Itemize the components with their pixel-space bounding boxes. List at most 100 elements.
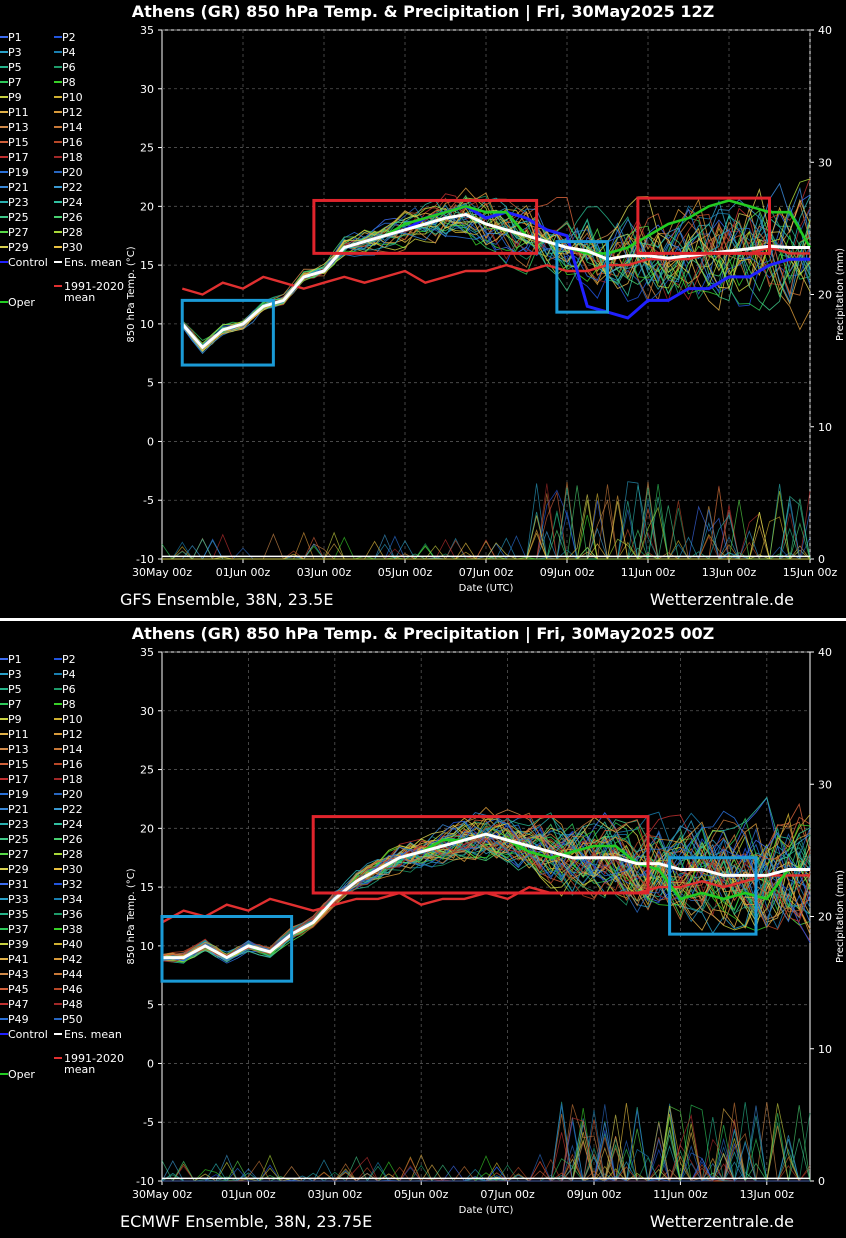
- legend-item: P23: [8, 818, 29, 831]
- member-precip-line: [162, 1117, 810, 1182]
- legend-item: P12: [62, 106, 83, 119]
- legend-item: P49: [8, 1013, 29, 1026]
- legend-item: P41: [8, 953, 29, 966]
- x-tick-label: 13Jun 00z: [740, 1188, 795, 1201]
- legend-item: P35: [8, 908, 29, 921]
- y-tick-label: 35: [140, 24, 154, 37]
- model-label: ECMWF Ensemble, 38N, 23.75E: [120, 1212, 373, 1231]
- x-tick-label: 30May 00z: [132, 1188, 192, 1201]
- legend-item: P29: [8, 241, 29, 254]
- legend-item: P19: [8, 166, 29, 179]
- member-precip-line: [162, 1119, 810, 1182]
- y2-tick-label: 20: [818, 289, 832, 302]
- member-precip-line: [162, 1113, 810, 1183]
- legend-item: P1: [8, 31, 22, 44]
- legend-item: P24: [62, 818, 83, 831]
- member-precip-line: [162, 1110, 810, 1182]
- member-precip-line: [162, 1103, 810, 1182]
- legend-item: P32: [62, 878, 83, 891]
- y-tick-label: -5: [143, 1116, 154, 1129]
- x-axis-label: Date (UTC): [459, 1205, 514, 1216]
- member-precip-line: [162, 1105, 811, 1182]
- member-line: [181, 208, 811, 346]
- legend-item: Oper: [8, 296, 35, 309]
- x-axis-label: Date (UTC): [459, 583, 514, 594]
- legend-item: P25: [8, 211, 29, 224]
- ecmwf-panel: Athens (GR) 850 hPa Temp. & Precipitatio…: [0, 622, 846, 1238]
- legend-item: P10: [62, 713, 83, 726]
- member-precip-line: [162, 1113, 810, 1182]
- legend-item: P30: [62, 863, 83, 876]
- legend-item: P19: [8, 788, 29, 801]
- ecmwf-chart: P1 P2 P3 P4 P5 P6 P7 P8 P9 P10 P11 P12 P13 P14 P15 P16 P…: [0, 646, 846, 1216]
- y-axis-label: 850 hPa Temp. (°C): [126, 246, 137, 342]
- legend-item: P44: [62, 968, 83, 981]
- x-tick-label: 07Jun 00z: [459, 566, 514, 579]
- legend-item: P20: [62, 788, 83, 801]
- legend-item: P22: [62, 181, 83, 194]
- legend-item: 1991-2020: [64, 280, 124, 293]
- member-precip-line: [162, 1112, 811, 1182]
- gfs-chart: P1 P2 P3 P4 P5 P6 P7 P8 P9 P10 P11 P12 P13 P14 P15 P16 P…: [0, 24, 846, 594]
- legend-item: Ens. mean: [64, 256, 122, 269]
- y-axis-label: 850 hPa Temp. (°C): [126, 868, 137, 964]
- x-tick-label: 15Jun 00z: [783, 566, 838, 579]
- legend-item: P18: [62, 151, 83, 164]
- legend-item: P9: [8, 91, 22, 104]
- legend-item: P50: [62, 1013, 83, 1026]
- x-tick-label: 11Jun 00z: [653, 1188, 708, 1201]
- highlight-box: [311, 815, 650, 895]
- x-tick-label: 13Jun 00z: [702, 566, 757, 579]
- member-precip-line: [162, 1138, 810, 1182]
- legend-item: P27: [8, 848, 29, 861]
- member-precip-line: [161, 1118, 810, 1182]
- y2-tick-label: 10: [818, 421, 832, 434]
- legend-item: P38: [62, 923, 83, 936]
- y-tick-label: 20: [140, 200, 154, 213]
- legend-item: P12: [62, 728, 83, 741]
- site-label: Wetterzentrale.de: [649, 590, 794, 609]
- legend-item: P9: [8, 713, 22, 726]
- legend-item: Control: [8, 256, 48, 269]
- x-tick-label: 01Jun 00z: [221, 1188, 276, 1201]
- member-precip-line: [162, 1101, 810, 1182]
- legend-item: P36: [62, 908, 83, 921]
- legend-item: P40: [62, 938, 83, 951]
- x-tick-label: 09Jun 00z: [540, 566, 595, 579]
- legend-item: P39: [8, 938, 29, 951]
- member-precip-line: [162, 1103, 810, 1182]
- legend-item: P29: [8, 863, 29, 876]
- member-line: [161, 818, 811, 963]
- legend-item: P23: [8, 196, 29, 209]
- member-precip-line: [162, 1102, 810, 1182]
- member-precip-line: [162, 1121, 810, 1182]
- y-tick-label: -10: [136, 553, 154, 566]
- member-precip-line: [162, 1105, 810, 1182]
- chart-title: Athens (GR) 850 hPa Temp. & Precipitatio…: [131, 624, 715, 643]
- member-precip-line: [162, 1119, 810, 1183]
- y-tick-label: 30: [140, 83, 154, 96]
- member-line: [161, 821, 811, 961]
- legend-item: P7: [8, 76, 22, 89]
- legend-item: P11: [8, 106, 29, 119]
- legend-item: P37: [8, 923, 29, 936]
- legend-item: 1991-2020: [64, 1052, 124, 1065]
- legend-item: P22: [62, 803, 83, 816]
- y-tick-label: 25: [140, 142, 154, 155]
- legend-item: mean: [64, 1063, 95, 1076]
- legend-item: P21: [8, 803, 29, 816]
- legend-item: P13: [8, 121, 29, 134]
- legend-item: P3: [8, 46, 22, 59]
- legend-item: P48: [62, 998, 83, 1011]
- member-precip-line: [162, 1102, 810, 1182]
- y-tick-label: 0: [147, 435, 154, 448]
- member-line: [181, 201, 811, 347]
- legend-item: Ens. mean: [64, 1028, 122, 1041]
- legend-item: P13: [8, 743, 29, 756]
- legend-item: P4: [62, 46, 76, 59]
- legend-item: P2: [62, 653, 76, 666]
- y-tick-label: 35: [140, 646, 154, 659]
- legend-item: P18: [62, 773, 83, 786]
- member-precip-line: [162, 1121, 810, 1182]
- x-tick-label: 05Jun 00z: [394, 1188, 449, 1201]
